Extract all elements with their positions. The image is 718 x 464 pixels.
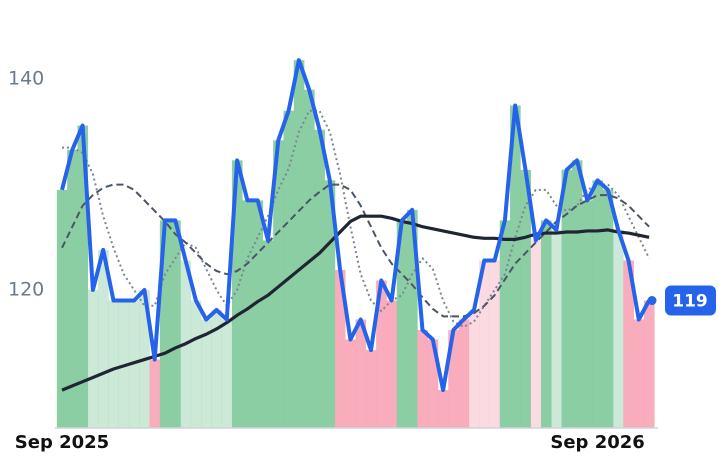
zone-bar	[159, 220, 171, 428]
zone-bar	[417, 330, 428, 428]
zone-bar	[530, 240, 542, 428]
lines	[60, 58, 651, 393]
zone-bar	[231, 160, 243, 428]
zone-bar	[304, 89, 315, 429]
zone-bar	[499, 220, 511, 428]
zone-bar	[221, 319, 233, 428]
ma-line	[61, 183, 650, 318]
zone-bar	[540, 220, 552, 428]
zone-bar	[273, 140, 284, 428]
zone-bar	[468, 310, 480, 428]
zone-bar	[458, 319, 470, 428]
zone-bar	[407, 209, 418, 428]
zone-bar	[283, 110, 295, 428]
zone-bar	[386, 300, 398, 428]
x-tick-label: Sep 2025	[15, 432, 109, 453]
zone-bar	[56, 189, 68, 428]
zone-bar	[613, 229, 624, 428]
zone-bar	[98, 249, 109, 428]
zone-bar	[448, 330, 459, 428]
zone-bar	[365, 350, 377, 428]
zone-bar	[345, 339, 356, 428]
zone-bar	[623, 260, 634, 428]
zone-bar	[561, 169, 573, 429]
last-value-label: 119	[672, 292, 708, 312]
price-line	[60, 58, 651, 393]
zone-bar	[314, 129, 325, 428]
y-tick-label: 140	[8, 68, 44, 90]
zone-bar	[252, 200, 264, 428]
zone-bar	[108, 300, 119, 428]
zone-bar	[520, 169, 531, 429]
zone-bar	[190, 300, 202, 428]
zone-bar	[592, 180, 604, 428]
zone-bar	[489, 260, 501, 428]
zone-bar	[510, 105, 521, 428]
zone-bar	[602, 189, 614, 428]
zone-bar	[643, 300, 655, 428]
zone-bar	[427, 339, 439, 428]
zone-bar	[479, 260, 490, 428]
zone-bar	[571, 160, 583, 428]
zone-bar	[396, 220, 408, 428]
zone-bar	[437, 390, 449, 428]
x-tick-label: Sep 2026	[550, 432, 644, 453]
ma-line	[61, 214, 650, 392]
zone-bar	[170, 220, 181, 428]
zone-bar	[201, 319, 212, 428]
last-badge	[665, 285, 716, 316]
zone-bar	[242, 200, 253, 428]
zone-bar	[87, 289, 99, 428]
zone-bar	[355, 319, 367, 428]
zone-bar	[376, 280, 387, 428]
zones	[56, 60, 655, 429]
zone-bar	[211, 310, 222, 428]
zone-bar	[293, 60, 305, 429]
zone-bar	[324, 180, 336, 428]
ma-line	[62, 109, 650, 328]
y-tick-label: 120	[8, 278, 44, 300]
zone-bar	[334, 269, 346, 428]
zone-bar	[67, 149, 78, 428]
zone-bar	[582, 200, 593, 428]
zone-bar	[77, 125, 89, 429]
labels: 120 140 Sep 2025 Sep 2026 119	[8, 68, 716, 453]
zone-bar	[551, 229, 562, 428]
last-dot	[647, 296, 657, 306]
zone-bar	[262, 240, 274, 428]
zone-bar	[633, 319, 645, 428]
zone-bar	[149, 359, 161, 428]
